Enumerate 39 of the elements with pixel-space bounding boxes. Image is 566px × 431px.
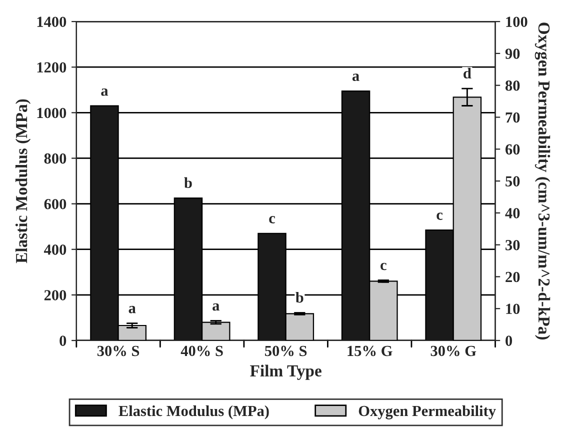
y2-tick-label: 10 xyxy=(506,304,520,314)
y2-axis-title: Oxygen Permeability (cm^3-um/m^2-d-kPa) xyxy=(534,22,550,340)
data-label: a xyxy=(101,88,108,96)
y2-tick-label: 40 xyxy=(505,208,520,218)
y2-tick-label: 90 xyxy=(505,48,520,59)
y-tick-label: 0 xyxy=(60,336,66,346)
data-label: a xyxy=(212,303,220,311)
y2-tick-label: 60 xyxy=(505,144,520,155)
y-tick-label: 600 xyxy=(44,198,66,210)
y2-tick-label: 70 xyxy=(506,112,520,123)
data-label: a xyxy=(128,306,136,314)
y2-tick-label: 50 xyxy=(506,176,520,186)
data-label: d xyxy=(464,68,472,78)
data-label: a xyxy=(352,74,360,81)
y-tick-label: 1000 xyxy=(37,108,66,118)
y2-tick-label: 30 xyxy=(506,240,520,250)
x-tick-label: 30% S xyxy=(97,346,140,356)
data-label: b xyxy=(296,292,304,303)
y2-tick-label: 20 xyxy=(506,272,520,282)
x-tick-label: 15% G xyxy=(348,346,392,356)
y-axis-title: Elastic Modulus (MPa) xyxy=(15,99,31,264)
x-axis-title: Film Type xyxy=(250,364,322,380)
y2-tick-label: 80 xyxy=(505,80,520,91)
x-tick-label: 50% S xyxy=(265,346,307,356)
y-tick-label: 200 xyxy=(44,290,66,300)
data-label: c xyxy=(436,212,443,220)
y2-tick-label: 0 xyxy=(506,336,512,346)
data-label: b xyxy=(184,177,192,188)
y-tick-label: 400 xyxy=(44,244,66,255)
x-tick-label: 40% S xyxy=(180,346,223,356)
y-tick-label: 1200 xyxy=(37,62,66,73)
y-tick-label: 800 xyxy=(44,153,66,164)
legend-label: Elastic Modulus (MPa) xyxy=(118,405,269,420)
data-label: c xyxy=(380,262,386,270)
legend-label: Oxygen Permeability xyxy=(358,405,496,420)
y2-tick-label: 100 xyxy=(506,16,528,27)
data-label: c xyxy=(269,216,276,224)
x-tick-label: 30% G xyxy=(430,346,476,356)
y-tick-label: 1400 xyxy=(37,16,66,27)
